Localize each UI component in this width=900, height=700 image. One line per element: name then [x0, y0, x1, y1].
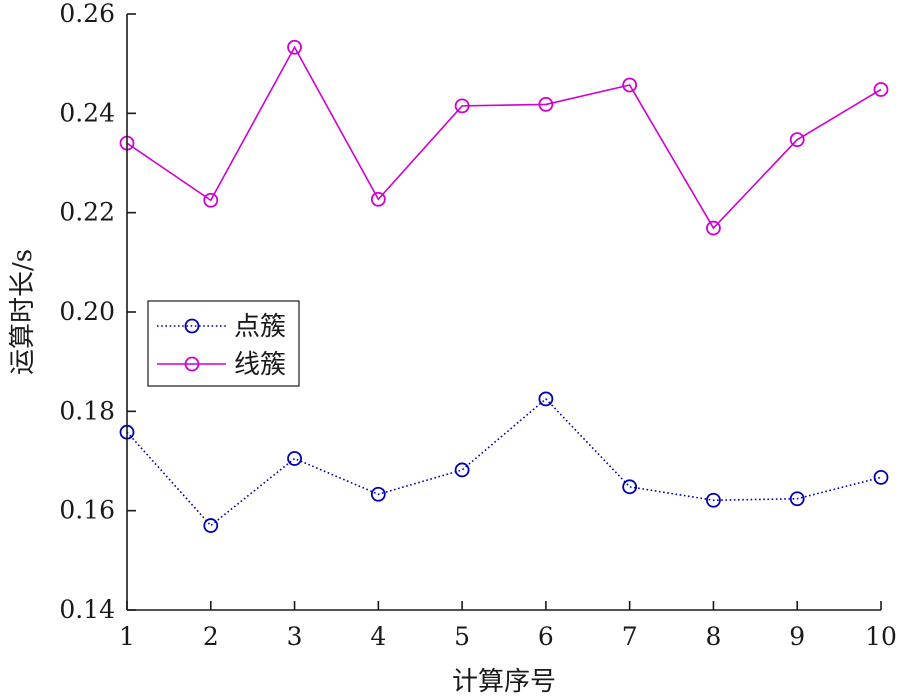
y-tick-label: 0.22 — [59, 198, 115, 227]
data-point-dot-cluster — [370, 486, 386, 502]
x-tick-label: 2 — [203, 622, 219, 651]
data-point-dot-cluster — [287, 451, 302, 466]
x-tick-label: 4 — [370, 622, 386, 651]
y-tick-label: 0.20 — [59, 297, 115, 326]
data-point-line-cluster — [287, 39, 302, 55]
x-tick-label: 10 — [865, 622, 897, 651]
legend-label-dot-cluster: 点簇 — [234, 312, 286, 342]
plot-area — [119, 39, 889, 533]
data-point-dot-cluster — [873, 469, 889, 485]
legend-marker-dot-cluster — [184, 318, 200, 334]
x-tick-label: 8 — [705, 622, 721, 651]
data-point-line-cluster — [370, 191, 386, 207]
legend-label-line-cluster: 线簇 — [234, 350, 286, 380]
y-axis-label: 运算时长/s — [8, 249, 38, 375]
data-point-dot-cluster — [203, 518, 219, 533]
x-tick-label: 6 — [538, 622, 554, 651]
data-point-line-cluster — [706, 220, 721, 236]
x-tick-label: 9 — [789, 622, 805, 651]
data-point-dot-cluster — [622, 479, 638, 495]
y-tick-label: 0.14 — [59, 595, 115, 624]
x-tick-label: 7 — [622, 622, 638, 651]
y-tick-label: 0.16 — [59, 496, 115, 525]
axes: 0.14 0.16 0.18 0.20 0.22 0.24 0.26 1 2 3 4 5 6 7 8 9 10 — [59, 0, 897, 651]
data-point-line-cluster — [873, 82, 889, 97]
x-axis-label: 计算序号 — [452, 667, 556, 697]
y-tick-label: 0.24 — [59, 98, 115, 127]
series-line-line-cluster — [126, 45, 882, 230]
y-tick-label: 0.26 — [59, 0, 115, 28]
data-point-dot-cluster — [789, 491, 805, 507]
data-point-line-cluster — [622, 77, 638, 93]
legend-marker-line-cluster — [184, 356, 200, 372]
x-tick-label: 1 — [119, 622, 135, 651]
y-tick-label: 0.18 — [59, 396, 115, 425]
data-point-line-cluster — [538, 96, 554, 112]
data-point-line-cluster — [789, 132, 805, 148]
data-point-line-cluster — [454, 98, 470, 114]
legend-box — [147, 300, 300, 387]
data-point-dot-cluster — [538, 391, 554, 407]
data-point-line-cluster — [203, 192, 219, 208]
series-line-dot-cluster — [126, 397, 882, 527]
x-tick-label: 3 — [287, 622, 303, 651]
data-point-dot-cluster — [454, 462, 470, 478]
legend: 点簇 线簇 — [147, 300, 300, 387]
x-tick-label: 5 — [454, 622, 470, 651]
data-point-dot-cluster — [706, 492, 721, 508]
